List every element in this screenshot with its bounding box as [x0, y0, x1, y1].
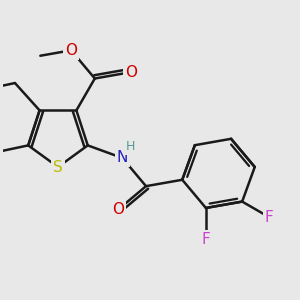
Text: F: F — [265, 210, 274, 225]
Text: O: O — [125, 64, 137, 80]
Text: S: S — [53, 160, 63, 175]
Text: F: F — [202, 232, 210, 247]
Text: O: O — [65, 43, 77, 58]
Text: H: H — [126, 140, 135, 153]
Text: O: O — [112, 202, 124, 217]
Text: N: N — [117, 151, 128, 166]
